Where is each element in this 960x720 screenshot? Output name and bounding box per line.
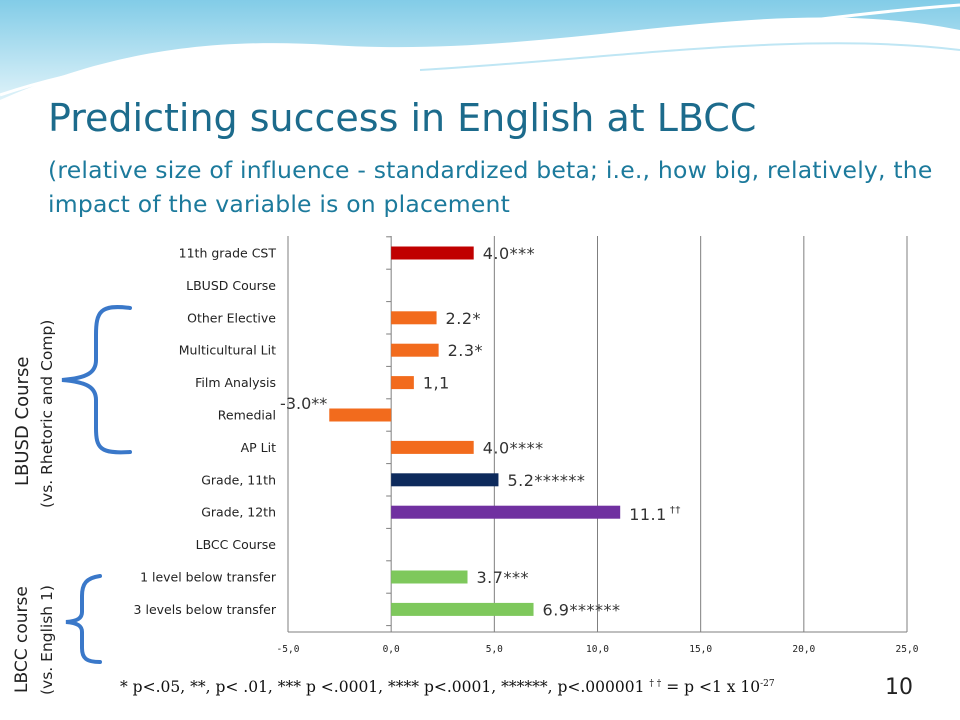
x-tick-label: 0,0 [383, 644, 400, 655]
slide-subtitle: (relative size of influence - standardiz… [48, 156, 933, 218]
background-wave [0, 0, 960, 100]
x-tick-label: -5,0 [277, 644, 300, 655]
category-label: LBCC Course [196, 537, 277, 552]
significance-footnote: * p<.05, **, p< .01, *** p <.0001, **** … [120, 678, 775, 696]
bar [391, 473, 499, 487]
bar [391, 343, 439, 357]
category-label: Multicultural Lit [179, 343, 276, 358]
category-label: Remedial [218, 408, 276, 423]
bar [329, 408, 392, 422]
bar [391, 570, 468, 584]
footnote-exponent: -27 [760, 678, 775, 689]
bar [391, 440, 474, 454]
data-label: 6.9****** [543, 600, 621, 619]
x-tick-label: 15,0 [689, 644, 712, 655]
x-tick-label: 10,0 [586, 644, 609, 655]
category-label: Grade, 12th [201, 505, 276, 520]
lbcc-brace-icon [65, 574, 102, 664]
data-label: 4.0*** [483, 244, 535, 263]
bar [391, 602, 534, 616]
data-label: 4.0**** [483, 438, 544, 457]
data-label: -3.0** [280, 394, 327, 413]
footnote-tail: = p <1 x 10 [666, 678, 761, 696]
category-label: AP Lit [241, 440, 276, 455]
bar [391, 311, 437, 325]
footnote-daggers: † † [649, 678, 662, 689]
data-label: 1,1 [423, 374, 450, 393]
category-label: LBUSD Course [186, 278, 276, 293]
bar [391, 505, 621, 519]
slide-title: Predicting success in English at LBCC [48, 96, 757, 140]
category-label: 3 levels below transfer [134, 602, 277, 617]
data-label: 5.2****** [507, 471, 585, 490]
data-label: 2.2* [446, 309, 481, 328]
bar [391, 376, 414, 390]
x-tick-label: 20,0 [792, 644, 815, 655]
category-label: Film Analysis [195, 375, 276, 390]
category-label: 11th grade CST [179, 246, 277, 261]
category-label: Grade, 11th [201, 472, 276, 487]
data-label: 3.7*** [477, 568, 529, 587]
lbusd-brace-icon [61, 305, 132, 455]
category-label: Other Elective [187, 310, 276, 325]
x-tick-label: 5,0 [486, 644, 503, 655]
page-number: 10 [885, 675, 913, 700]
data-label: 2.3* [448, 341, 483, 360]
bar [391, 246, 474, 260]
footnote-main: * p<.05, **, p< .01, *** p <.0001, **** … [120, 678, 645, 696]
x-tick-label: 25,0 [896, 644, 919, 655]
category-label: 1 level below transfer [140, 570, 277, 585]
